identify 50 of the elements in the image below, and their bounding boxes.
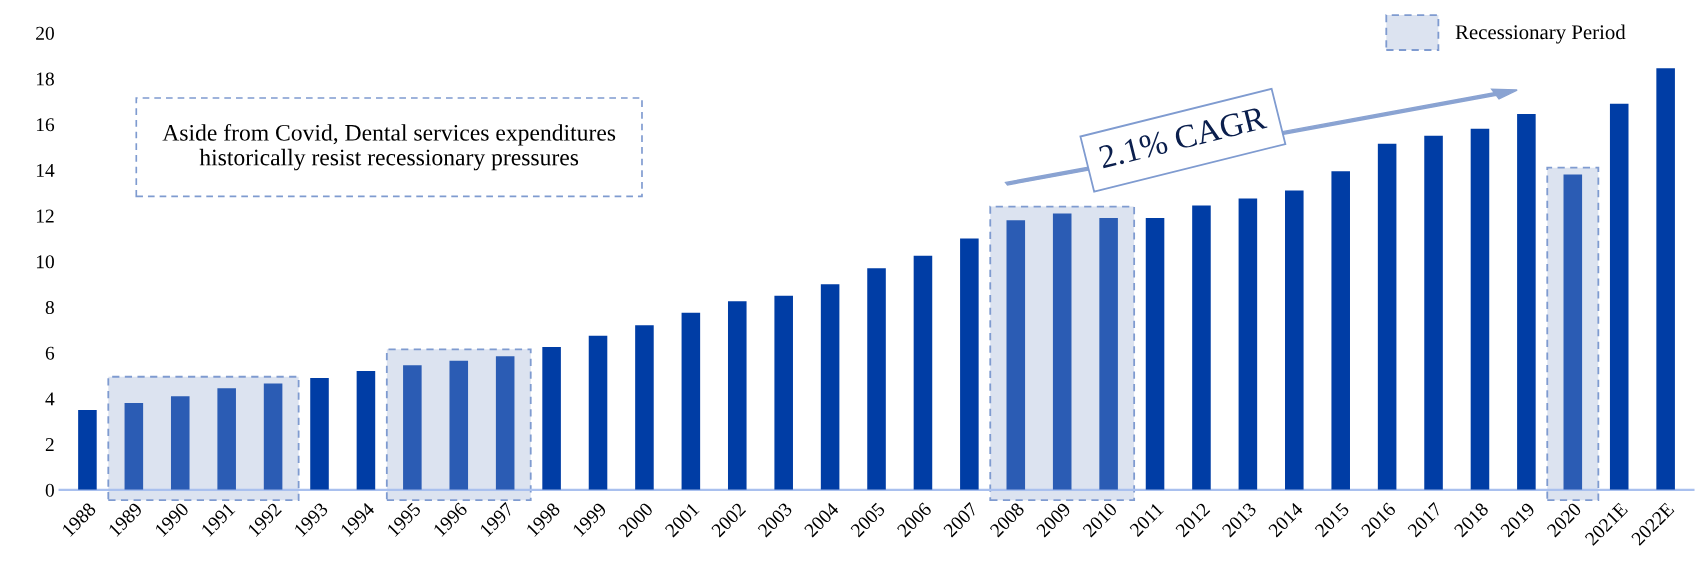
y-tick-label: 6: [45, 346, 55, 360]
y-tick-label: 14: [36, 163, 55, 177]
bar: [681, 312, 701, 490]
bar: [820, 284, 840, 490]
bar: [263, 383, 283, 490]
y-tick-label: 18: [36, 72, 54, 86]
bar: [310, 377, 329, 490]
bar: [1424, 135, 1443, 490]
bar: [1099, 217, 1118, 490]
legend-label: Recessionary Period: [1455, 24, 1626, 44]
y-tick-label: 2: [45, 438, 54, 451]
bar: [1470, 128, 1490, 490]
y-tick-label: 12: [36, 209, 54, 223]
x-tick-label: 1991: [200, 502, 236, 537]
bar: [78, 409, 97, 490]
bar: [449, 360, 469, 490]
bar: [1609, 103, 1629, 490]
x-tick-label: 2011: [1129, 502, 1164, 538]
y-tick-label: 0: [45, 483, 54, 497]
bar: [217, 388, 236, 490]
bar: [170, 396, 190, 490]
annotation: Aside from Covid, Dental services expenditures historically resist recessionary pressures: [162, 123, 616, 171]
y-tick-label: 20: [36, 26, 54, 40]
bar: [1145, 217, 1165, 490]
bar: [1238, 198, 1258, 490]
bar: [1656, 68, 1675, 490]
bar: [1377, 143, 1397, 490]
bar: [403, 365, 422, 490]
y-tick-label: 4: [45, 392, 55, 406]
bar: [1285, 190, 1304, 490]
bar: [1192, 205, 1211, 490]
bar: [867, 268, 886, 490]
bar: [542, 347, 561, 490]
bar: [774, 295, 793, 490]
bar: [124, 403, 144, 490]
bar: [1006, 220, 1026, 490]
bar: [1517, 114, 1536, 490]
bar: [356, 371, 376, 490]
y-tick-label: 10: [36, 255, 54, 269]
bar: [635, 325, 654, 490]
bar: [495, 356, 515, 490]
annotation: 2.1% CAGR: [1098, 105, 1268, 169]
bar: [913, 255, 933, 490]
y-tick-label: 8: [45, 300, 54, 315]
bar: [1052, 213, 1072, 490]
bar: [960, 238, 979, 490]
bar: [588, 335, 608, 490]
bar: [1331, 171, 1350, 490]
bar: [727, 301, 747, 490]
y-tick-label: 16: [36, 118, 55, 132]
